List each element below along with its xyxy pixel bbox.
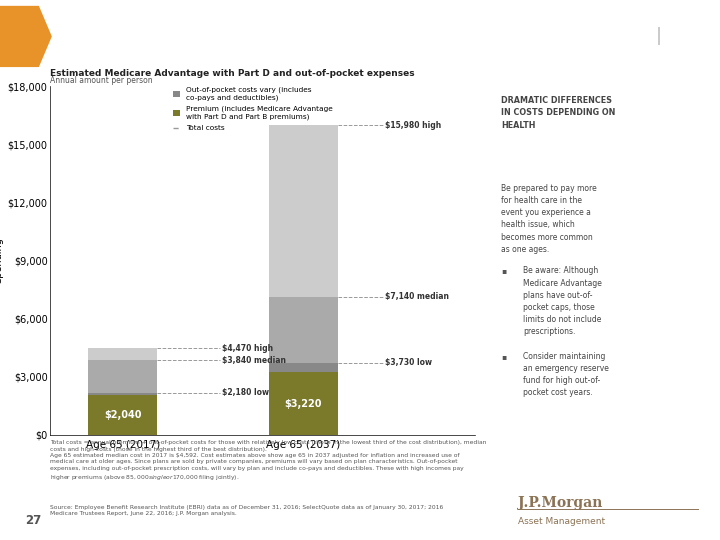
Y-axis label: Spending: Spending	[0, 238, 4, 284]
Text: $2,040: $2,040	[104, 410, 141, 420]
Text: DRAMATIC DIFFERENCES
IN COSTS DEPENDING ON
HEALTH: DRAMATIC DIFFERENCES IN COSTS DEPENDING …	[501, 96, 616, 130]
Text: $2,180 low: $2,180 low	[222, 388, 269, 397]
Text: $3,730 low: $3,730 low	[384, 358, 432, 367]
Bar	[269, 373, 338, 435]
Text: 27: 27	[677, 29, 698, 44]
Bar	[269, 296, 338, 362]
Legend: Out-of-pocket costs vary (includes
co-pays and deductibles), Premium (includes M: Out-of-pocket costs vary (includes co-pa…	[173, 86, 333, 132]
Text: $4,470 high: $4,470 high	[222, 343, 274, 353]
Text: $3,220: $3,220	[284, 399, 323, 409]
Text: Asset Management: Asset Management	[518, 517, 606, 526]
Text: ▪: ▪	[501, 266, 506, 275]
Text: $3,840 median: $3,840 median	[222, 356, 286, 365]
Bar	[89, 360, 157, 393]
Text: $7,140 median: $7,140 median	[384, 292, 449, 301]
Bar	[89, 393, 157, 395]
Bar	[269, 362, 338, 373]
Text: Be aware: Although
Medicare Advantage
plans have out-of-
pocket caps, those
limi: Be aware: Although Medicare Advantage pl…	[523, 266, 602, 336]
Bar	[89, 348, 157, 360]
Text: $15,980 high: $15,980 high	[384, 121, 441, 130]
Text: 27: 27	[25, 514, 42, 526]
Bar	[89, 395, 157, 435]
Text: Source: Employee Benefit Research Institute (EBRI) data as of December 31, 2016;: Source: Employee Benefit Research Instit…	[50, 505, 444, 516]
Text: Estimated Medicare Advantage with Part D and out-of-pocket expenses: Estimated Medicare Advantage with Part D…	[50, 69, 415, 78]
Text: Variation in Medicare Advantage costs: Variation in Medicare Advantage costs	[61, 29, 392, 44]
Bar	[269, 125, 338, 296]
Text: ▪: ▪	[501, 352, 506, 361]
Text: J.P.Morgan: J.P.Morgan	[518, 496, 603, 510]
Text: |: |	[656, 28, 662, 45]
Text: Total costs = annual premium + out-of-pocket costs for those with relatively low: Total costs = annual premium + out-of-po…	[50, 440, 487, 482]
Text: Annual amount per person: Annual amount per person	[50, 76, 153, 85]
Polygon shape	[0, 6, 52, 67]
Text: Consider maintaining
an emergency reserve
fund for high out-of-
pocket cost year: Consider maintaining an emergency reserv…	[523, 352, 609, 397]
Text: Be prepared to pay more
for health care in the
event you experience a
health iss: Be prepared to pay more for health care …	[501, 184, 597, 254]
